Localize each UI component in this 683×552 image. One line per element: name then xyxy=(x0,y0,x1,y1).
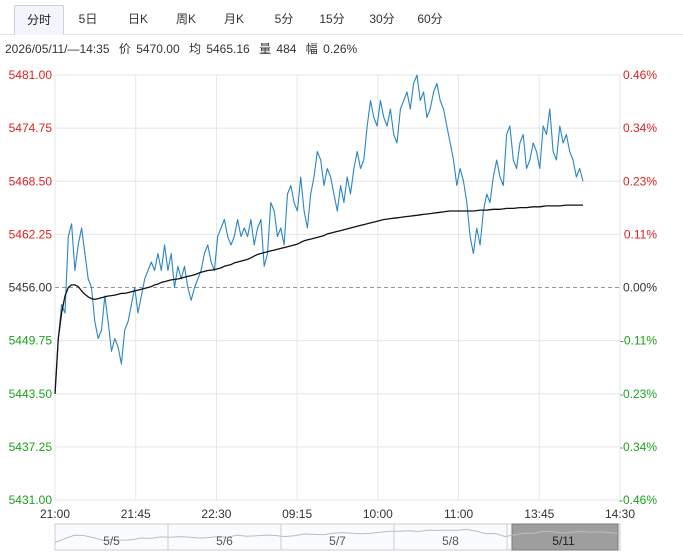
pct-tick-label: -0.11% xyxy=(620,334,657,348)
navigator-day-label: 5/6 xyxy=(216,534,233,548)
tab-month-k[interactable]: 月K xyxy=(223,12,244,26)
pct-tick-label: 0.00% xyxy=(623,281,657,295)
tab-5min[interactable]: 5分 xyxy=(274,12,294,26)
amplitude-value: 0.26% xyxy=(323,42,358,56)
pct-tick-label: 0.23% xyxy=(623,174,657,188)
price-label: 价 xyxy=(118,42,131,56)
volume-value: 484 xyxy=(276,42,297,56)
volume-label: 量 xyxy=(259,42,272,56)
tab-15min[interactable]: 15分 xyxy=(319,12,345,26)
tab-60min[interactable]: 60分 xyxy=(417,12,443,26)
navigator-day-label: 5/7 xyxy=(329,534,346,548)
x-tick-label: 14:30 xyxy=(605,507,635,520)
y-tick-label: 5431.00 xyxy=(9,493,53,507)
x-tick-label: 22:30 xyxy=(201,507,231,520)
quote-info-line: 2026/05/11/—14:35 价 5470.00 均 5465.16 量 … xyxy=(5,40,359,57)
navigator-sparkline xyxy=(54,528,621,543)
pct-tick-label: 0.46% xyxy=(623,68,657,82)
avg-value: 5465.16 xyxy=(206,42,250,56)
navigator-day-label: 5/11 xyxy=(552,534,575,548)
x-tick-label: 10:00 xyxy=(363,507,393,520)
y-tick-label: 5456.00 xyxy=(9,281,53,295)
navigator-day-label: 5/5 xyxy=(103,534,120,548)
pct-tick-label: -0.46% xyxy=(619,493,657,507)
y-tick-label: 5474.75 xyxy=(9,121,53,135)
navigator-selection xyxy=(511,523,619,551)
avg-label: 均 xyxy=(188,42,201,56)
pct-tick-label: -0.34% xyxy=(619,440,657,454)
quote-datetime: 2026/05/11/—14:35 xyxy=(5,42,110,56)
navigator-day-label: 5/8 xyxy=(442,534,459,548)
tab-timeshare[interactable]: 分时 xyxy=(14,5,64,35)
y-tick-label: 5449.75 xyxy=(9,334,53,348)
x-tick-label: 21:45 xyxy=(121,507,151,520)
x-tick-label: 11:00 xyxy=(444,507,473,520)
tab-5day[interactable]: 5日 xyxy=(78,12,98,26)
y-tick-label: 5437.25 xyxy=(9,440,53,454)
y-tick-label: 5443.50 xyxy=(9,387,53,401)
tab-week-k[interactable]: 周K xyxy=(175,12,196,26)
price-line xyxy=(54,74,584,394)
amplitude-label: 幅 xyxy=(305,42,318,56)
price-value: 5470.00 xyxy=(136,42,180,56)
x-tick-label: 21:00 xyxy=(40,507,70,520)
pct-tick-label: -0.23% xyxy=(619,387,657,401)
y-tick-label: 5468.50 xyxy=(9,174,53,188)
intraday-chart[interactable]: 5481.00 0.46% 5474.75 0.34% 5468.50 0.23% 5462… xyxy=(0,60,683,520)
tab-day-k[interactable]: 日K xyxy=(127,12,148,26)
time-range-navigator[interactable]: 5/5 5/6 5/7 5/8 5/11 xyxy=(0,520,683,552)
tab-30min[interactable]: 30分 xyxy=(369,12,395,26)
average-line xyxy=(54,204,583,394)
pct-tick-label: 0.11% xyxy=(624,227,657,241)
y-tick-label: 5481.00 xyxy=(9,68,53,82)
x-tick-label: 13:45 xyxy=(524,507,554,520)
x-tick-label: 09:15 xyxy=(282,507,312,520)
period-tab-bar: 分时 5日 日K 周K 月K 5分 15分 30分 60分 xyxy=(0,0,683,35)
pct-tick-label: 0.34% xyxy=(623,121,657,135)
y-tick-label: 5462.25 xyxy=(9,227,53,241)
